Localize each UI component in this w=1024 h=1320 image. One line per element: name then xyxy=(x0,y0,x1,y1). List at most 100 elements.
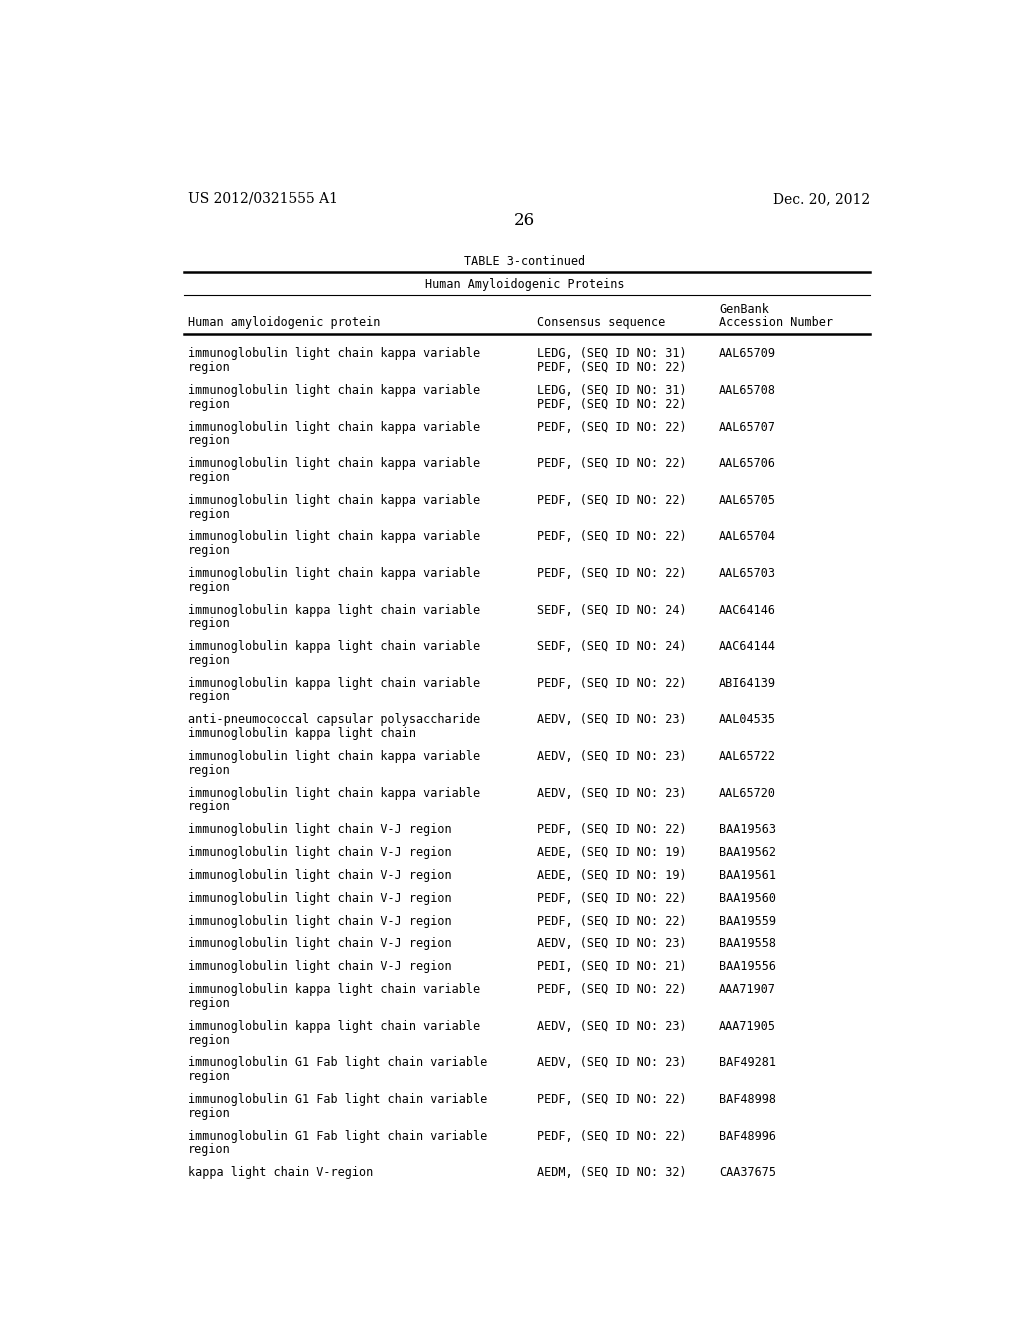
Text: region: region xyxy=(187,1071,230,1084)
Text: immunoglobulin kappa light chain: immunoglobulin kappa light chain xyxy=(187,727,416,741)
Text: immunoglobulin light chain V-J region: immunoglobulin light chain V-J region xyxy=(187,937,452,950)
Text: BAA19556: BAA19556 xyxy=(719,961,776,973)
Text: SEDF, (SEQ ID NO: 24): SEDF, (SEQ ID NO: 24) xyxy=(537,603,686,616)
Text: AEDM, (SEQ ID NO: 32): AEDM, (SEQ ID NO: 32) xyxy=(537,1166,686,1179)
Text: PEDF, (SEQ ID NO: 22): PEDF, (SEQ ID NO: 22) xyxy=(537,915,686,928)
Text: PEDF, (SEQ ID NO: 22): PEDF, (SEQ ID NO: 22) xyxy=(537,531,686,544)
Text: region: region xyxy=(187,471,230,484)
Text: PEDF, (SEQ ID NO: 22): PEDF, (SEQ ID NO: 22) xyxy=(537,362,686,374)
Text: AAL65708: AAL65708 xyxy=(719,384,776,397)
Text: AAL65706: AAL65706 xyxy=(719,457,776,470)
Text: AEDE, (SEQ ID NO: 19): AEDE, (SEQ ID NO: 19) xyxy=(537,846,686,859)
Text: SEDF, (SEQ ID NO: 24): SEDF, (SEQ ID NO: 24) xyxy=(537,640,686,653)
Text: region: region xyxy=(187,690,230,704)
Text: BAA19562: BAA19562 xyxy=(719,846,776,859)
Text: US 2012/0321555 A1: US 2012/0321555 A1 xyxy=(187,191,338,206)
Text: AAC64146: AAC64146 xyxy=(719,603,776,616)
Text: region: region xyxy=(187,507,230,520)
Text: Dec. 20, 2012: Dec. 20, 2012 xyxy=(773,191,870,206)
Text: CAA37675: CAA37675 xyxy=(719,1166,776,1179)
Text: PEDF, (SEQ ID NO: 22): PEDF, (SEQ ID NO: 22) xyxy=(537,824,686,836)
Text: LEDG, (SEQ ID NO: 31): LEDG, (SEQ ID NO: 31) xyxy=(537,347,686,360)
Text: immunoglobulin light chain V-J region: immunoglobulin light chain V-J region xyxy=(187,846,452,859)
Text: immunoglobulin light chain V-J region: immunoglobulin light chain V-J region xyxy=(187,961,452,973)
Text: immunoglobulin G1 Fab light chain variable: immunoglobulin G1 Fab light chain variab… xyxy=(187,1056,486,1069)
Text: immunoglobulin kappa light chain variable: immunoglobulin kappa light chain variabl… xyxy=(187,603,479,616)
Text: anti-pneumococcal capsular polysaccharide: anti-pneumococcal capsular polysaccharid… xyxy=(187,713,479,726)
Text: AEDV, (SEQ ID NO: 23): AEDV, (SEQ ID NO: 23) xyxy=(537,713,686,726)
Text: AAL65703: AAL65703 xyxy=(719,568,776,579)
Text: AAL65705: AAL65705 xyxy=(719,494,776,507)
Text: AAL65704: AAL65704 xyxy=(719,531,776,544)
Text: Human amyloidogenic protein: Human amyloidogenic protein xyxy=(187,315,380,329)
Text: immunoglobulin light chain kappa variable: immunoglobulin light chain kappa variabl… xyxy=(187,457,479,470)
Text: immunoglobulin kappa light chain variable: immunoglobulin kappa light chain variabl… xyxy=(187,640,479,653)
Text: BAA19558: BAA19558 xyxy=(719,937,776,950)
Text: PEDF, (SEQ ID NO: 22): PEDF, (SEQ ID NO: 22) xyxy=(537,397,686,411)
Text: immunoglobulin kappa light chain variable: immunoglobulin kappa light chain variabl… xyxy=(187,983,479,997)
Text: TABLE 3-continued: TABLE 3-continued xyxy=(464,255,586,268)
Text: immunoglobulin light chain kappa variable: immunoglobulin light chain kappa variabl… xyxy=(187,421,479,434)
Text: region: region xyxy=(187,544,230,557)
Text: immunoglobulin G1 Fab light chain variable: immunoglobulin G1 Fab light chain variab… xyxy=(187,1130,486,1143)
Text: PEDF, (SEQ ID NO: 22): PEDF, (SEQ ID NO: 22) xyxy=(537,457,686,470)
Text: BAA19563: BAA19563 xyxy=(719,824,776,836)
Text: AAL65707: AAL65707 xyxy=(719,421,776,434)
Text: PEDF, (SEQ ID NO: 22): PEDF, (SEQ ID NO: 22) xyxy=(537,677,686,690)
Text: immunoglobulin light chain V-J region: immunoglobulin light chain V-J region xyxy=(187,915,452,928)
Text: AAC64144: AAC64144 xyxy=(719,640,776,653)
Text: AAA71907: AAA71907 xyxy=(719,983,776,997)
Text: immunoglobulin G1 Fab light chain variable: immunoglobulin G1 Fab light chain variab… xyxy=(187,1093,486,1106)
Text: LEDG, (SEQ ID NO: 31): LEDG, (SEQ ID NO: 31) xyxy=(537,384,686,397)
Text: PEDF, (SEQ ID NO: 22): PEDF, (SEQ ID NO: 22) xyxy=(537,1130,686,1143)
Text: AAL65722: AAL65722 xyxy=(719,750,776,763)
Text: region: region xyxy=(187,1143,230,1156)
Text: region: region xyxy=(187,997,230,1010)
Text: region: region xyxy=(187,764,230,776)
Text: AEDV, (SEQ ID NO: 23): AEDV, (SEQ ID NO: 23) xyxy=(537,787,686,800)
Text: immunoglobulin light chain kappa variable: immunoglobulin light chain kappa variabl… xyxy=(187,494,479,507)
Text: PEDF, (SEQ ID NO: 22): PEDF, (SEQ ID NO: 22) xyxy=(537,1093,686,1106)
Text: AEDV, (SEQ ID NO: 23): AEDV, (SEQ ID NO: 23) xyxy=(537,1056,686,1069)
Text: region: region xyxy=(187,800,230,813)
Text: region: region xyxy=(187,618,230,631)
Text: region: region xyxy=(187,1106,230,1119)
Text: Consensus sequence: Consensus sequence xyxy=(537,315,665,329)
Text: PEDI, (SEQ ID NO: 21): PEDI, (SEQ ID NO: 21) xyxy=(537,961,686,973)
Text: PEDF, (SEQ ID NO: 22): PEDF, (SEQ ID NO: 22) xyxy=(537,983,686,997)
Text: AEDV, (SEQ ID NO: 23): AEDV, (SEQ ID NO: 23) xyxy=(537,750,686,763)
Text: AAL65720: AAL65720 xyxy=(719,787,776,800)
Text: immunoglobulin light chain V-J region: immunoglobulin light chain V-J region xyxy=(187,869,452,882)
Text: immunoglobulin light chain V-J region: immunoglobulin light chain V-J region xyxy=(187,892,452,904)
Text: kappa light chain V-region: kappa light chain V-region xyxy=(187,1166,373,1179)
Text: region: region xyxy=(187,653,230,667)
Text: region: region xyxy=(187,397,230,411)
Text: AEDE, (SEQ ID NO: 19): AEDE, (SEQ ID NO: 19) xyxy=(537,869,686,882)
Text: BAF49281: BAF49281 xyxy=(719,1056,776,1069)
Text: immunoglobulin kappa light chain variable: immunoglobulin kappa light chain variabl… xyxy=(187,677,479,690)
Text: BAA19561: BAA19561 xyxy=(719,869,776,882)
Text: immunoglobulin light chain kappa variable: immunoglobulin light chain kappa variabl… xyxy=(187,568,479,579)
Text: ABI64139: ABI64139 xyxy=(719,677,776,690)
Text: BAA19559: BAA19559 xyxy=(719,915,776,928)
Text: PEDF, (SEQ ID NO: 22): PEDF, (SEQ ID NO: 22) xyxy=(537,892,686,904)
Text: BAF48996: BAF48996 xyxy=(719,1130,776,1143)
Text: 26: 26 xyxy=(514,213,536,230)
Text: region: region xyxy=(187,1034,230,1047)
Text: AAA71905: AAA71905 xyxy=(719,1020,776,1032)
Text: immunoglobulin kappa light chain variable: immunoglobulin kappa light chain variabl… xyxy=(187,1020,479,1032)
Text: PEDF, (SEQ ID NO: 22): PEDF, (SEQ ID NO: 22) xyxy=(537,421,686,434)
Text: immunoglobulin light chain kappa variable: immunoglobulin light chain kappa variabl… xyxy=(187,531,479,544)
Text: immunoglobulin light chain kappa variable: immunoglobulin light chain kappa variabl… xyxy=(187,787,479,800)
Text: Accession Number: Accession Number xyxy=(719,315,834,329)
Text: BAA19560: BAA19560 xyxy=(719,892,776,904)
Text: GenBank: GenBank xyxy=(719,302,769,315)
Text: immunoglobulin light chain V-J region: immunoglobulin light chain V-J region xyxy=(187,824,452,836)
Text: PEDF, (SEQ ID NO: 22): PEDF, (SEQ ID NO: 22) xyxy=(537,568,686,579)
Text: AEDV, (SEQ ID NO: 23): AEDV, (SEQ ID NO: 23) xyxy=(537,1020,686,1032)
Text: immunoglobulin light chain kappa variable: immunoglobulin light chain kappa variabl… xyxy=(187,384,479,397)
Text: region: region xyxy=(187,581,230,594)
Text: region: region xyxy=(187,434,230,447)
Text: PEDF, (SEQ ID NO: 22): PEDF, (SEQ ID NO: 22) xyxy=(537,494,686,507)
Text: immunoglobulin light chain kappa variable: immunoglobulin light chain kappa variabl… xyxy=(187,750,479,763)
